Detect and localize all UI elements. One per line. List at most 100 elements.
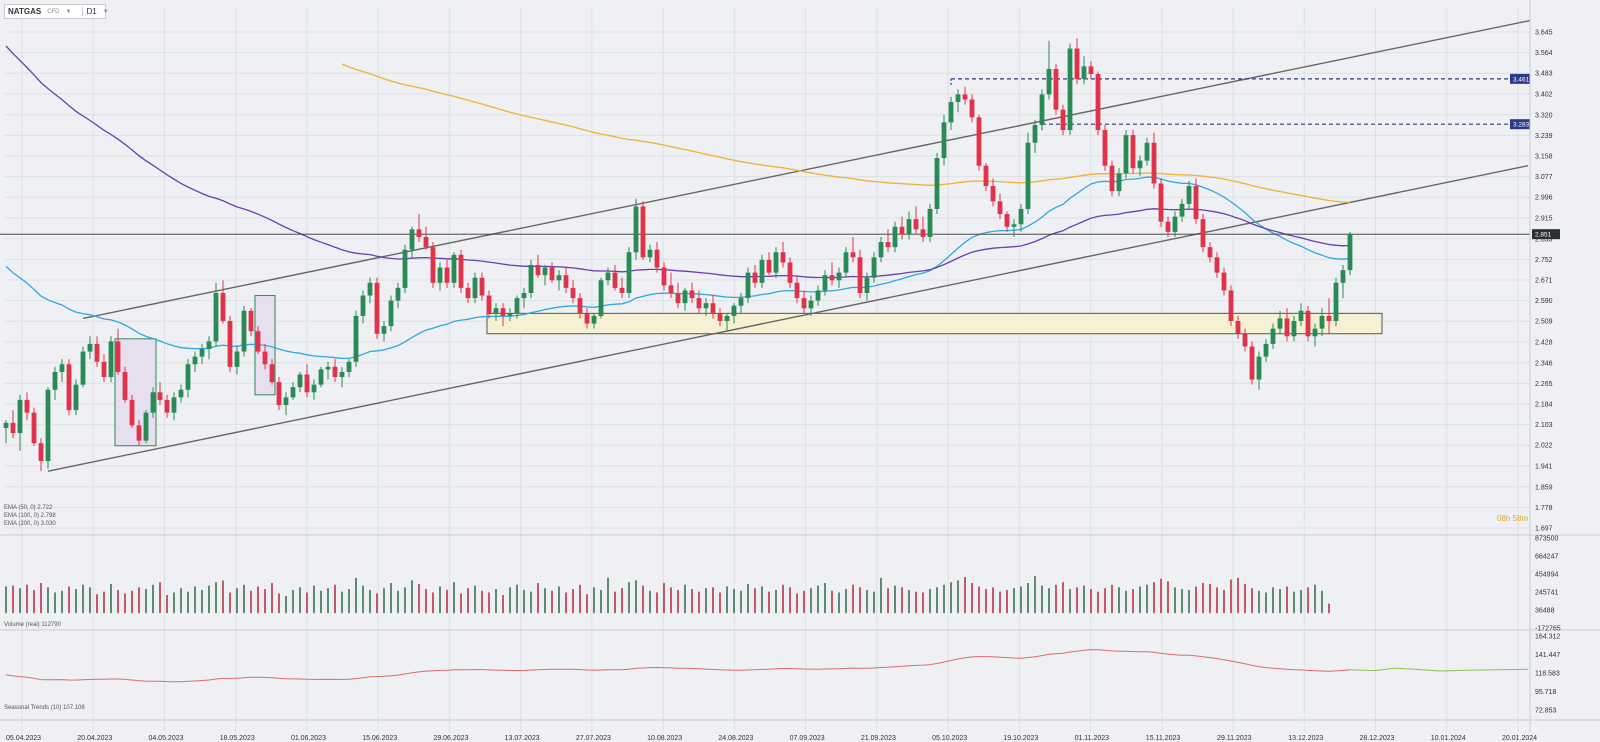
candle-body xyxy=(1270,328,1276,344)
candle-body xyxy=(367,282,373,296)
candle-body xyxy=(1214,257,1220,273)
candle-body xyxy=(752,272,758,283)
price-tick-label: 3.402 xyxy=(1535,91,1553,98)
date-tick-label: 28.12.2023 xyxy=(1360,735,1395,742)
price-tick-label: 1.859 xyxy=(1535,484,1553,491)
candle-body xyxy=(115,341,121,372)
candle-body xyxy=(696,298,702,309)
candle-body xyxy=(388,300,394,327)
date-tick-label: 10.08.2023 xyxy=(647,735,682,742)
candle-body xyxy=(640,206,646,258)
candle-body xyxy=(227,320,233,367)
candle-body xyxy=(1326,315,1332,321)
candle-body xyxy=(738,298,744,306)
candle-body xyxy=(381,326,387,334)
candle-body xyxy=(416,229,422,237)
candle-body xyxy=(976,117,982,166)
level-label: 3.461 xyxy=(1513,76,1530,83)
candle-body xyxy=(612,272,618,288)
candle-body xyxy=(1144,142,1150,161)
candle-body xyxy=(1109,165,1115,192)
date-tick-label: 18.05.2023 xyxy=(220,735,255,742)
candle-body xyxy=(773,252,779,273)
price-tick-label: 1.941 xyxy=(1535,463,1553,470)
candle-body xyxy=(234,351,240,367)
volume-tick-label: 664247 xyxy=(1535,554,1558,561)
candle-body xyxy=(87,343,93,352)
candle-body xyxy=(745,272,751,299)
candle-body xyxy=(626,252,632,293)
candle-body xyxy=(276,382,282,406)
candle-body xyxy=(346,361,352,372)
price-tick-label: 2.103 xyxy=(1535,422,1553,429)
candle-body xyxy=(262,351,268,365)
pattern-box xyxy=(114,338,157,447)
candle-body xyxy=(1298,310,1304,321)
date-tick-label: 27.07.2023 xyxy=(576,735,611,742)
candle-body xyxy=(500,308,506,316)
date-tick-label: 19.10.2023 xyxy=(1003,735,1038,742)
legend-volume[interactable]: Volume (real) 112790 xyxy=(4,622,61,628)
legend-seasonal[interactable]: Seasonal Trends (10) 107.108 xyxy=(4,705,85,711)
price-tick-label: 2.265 xyxy=(1535,381,1553,388)
price-tick-label: 2.671 xyxy=(1535,278,1553,285)
candle-body xyxy=(1102,130,1108,166)
candle-body xyxy=(1074,48,1080,80)
candle-body xyxy=(1284,318,1290,337)
candle-body xyxy=(395,287,401,301)
date-tick-label: 24.08.2023 xyxy=(718,735,753,742)
seasonal-line xyxy=(5,649,1351,683)
chevron-down-icon[interactable]: ▼ xyxy=(102,8,109,15)
candle-body xyxy=(1067,48,1073,131)
timeframe-selector[interactable]: D1 xyxy=(82,7,99,16)
seasonal-forecast-line xyxy=(1349,667,1529,672)
symbol-name: NATGAS xyxy=(8,7,42,16)
date-tick-label: 21.09.2023 xyxy=(861,735,896,742)
seasonal-tick-label: 118.583 xyxy=(1535,670,1560,677)
date-tick-label: 07.09.2023 xyxy=(790,735,825,742)
candle-body xyxy=(1081,66,1087,80)
candle-body xyxy=(1235,320,1241,334)
chevron-down-icon[interactable]: ▼ xyxy=(65,8,72,15)
candle-body xyxy=(1046,68,1052,95)
candle-body xyxy=(1340,270,1346,283)
candle-body xyxy=(122,371,128,400)
price-tick-label: 3.483 xyxy=(1535,71,1553,78)
candle-body xyxy=(808,300,814,309)
candle-body xyxy=(507,313,513,316)
candle-body xyxy=(486,295,492,314)
candle-body xyxy=(297,374,303,388)
candle-body xyxy=(843,252,849,273)
price-tick-label: 3.320 xyxy=(1535,112,1553,119)
current-price-badge xyxy=(1532,229,1560,240)
candle-body xyxy=(241,310,247,352)
candle-body xyxy=(514,298,520,314)
candle-body xyxy=(1025,142,1031,209)
symbol-selector[interactable]: NATGAS CFD ▼ D1 ▼ xyxy=(4,4,109,19)
candle-body xyxy=(1018,208,1024,225)
candle-body xyxy=(332,366,338,378)
candle-body xyxy=(850,252,856,258)
candle-body xyxy=(52,371,58,390)
candle-body xyxy=(1095,74,1101,131)
candle-body xyxy=(1305,310,1311,337)
date-tick-label: 04.05.2023 xyxy=(148,735,183,742)
candle-body xyxy=(374,282,380,334)
legend-ema100[interactable]: EMA (100, 0) 2.798 xyxy=(4,513,56,519)
candle-body xyxy=(1053,68,1059,110)
candle-body xyxy=(1151,142,1157,184)
seasonal-tick-label: 95.718 xyxy=(1535,689,1557,696)
candle-body xyxy=(1193,186,1199,220)
candle-body xyxy=(717,313,723,321)
candle-body xyxy=(451,254,457,283)
candle-body xyxy=(647,249,653,258)
candle-body xyxy=(1032,124,1038,143)
candle-body xyxy=(878,242,884,258)
legend-ema50[interactable]: EMA (50, 0) 2.722 xyxy=(4,505,53,511)
legend-ema200[interactable]: EMA (200, 0) 3.030 xyxy=(4,521,56,527)
candle-body xyxy=(661,267,667,286)
candle-body xyxy=(73,384,79,411)
candle-body xyxy=(829,275,835,281)
